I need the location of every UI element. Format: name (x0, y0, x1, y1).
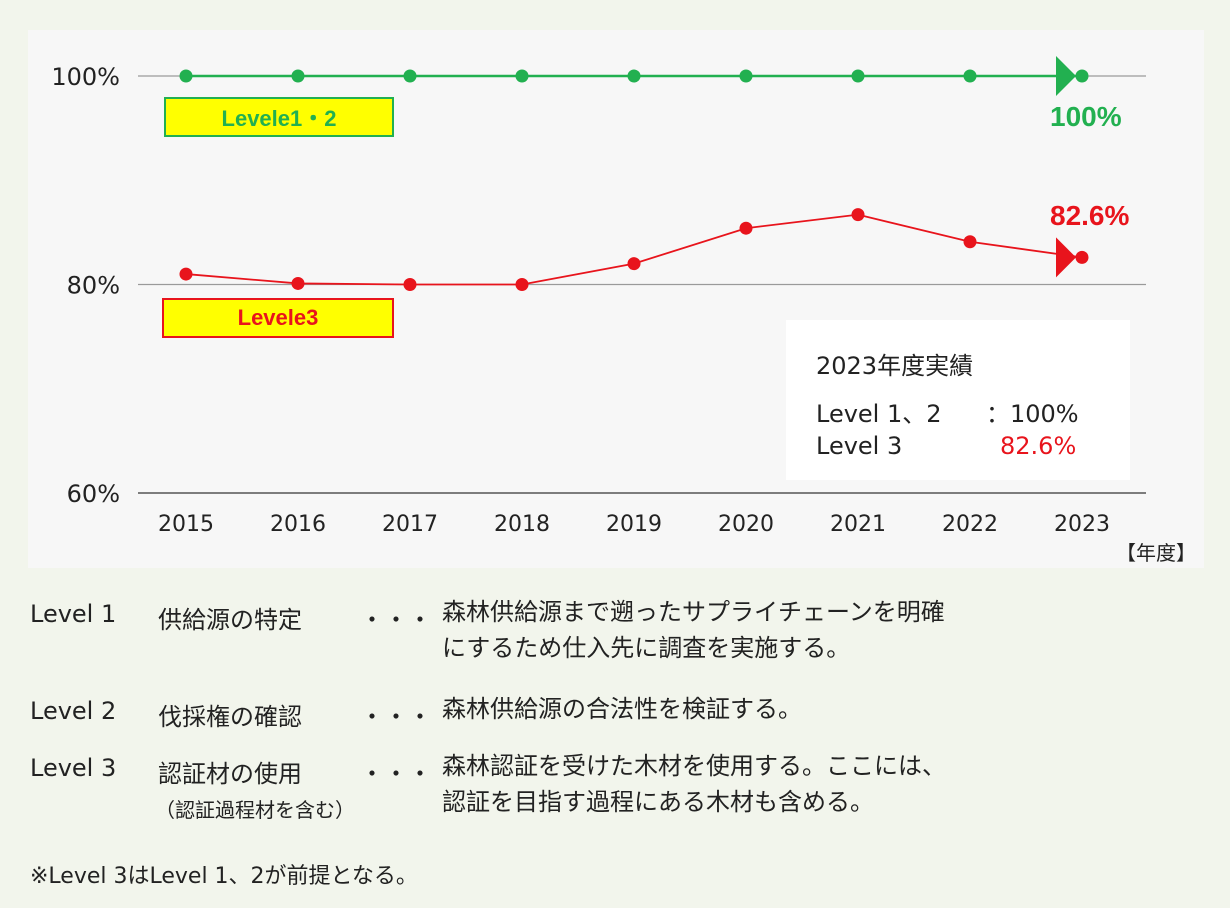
data-point (963, 69, 977, 83)
definition-dots: ・・・ (360, 606, 432, 634)
data-point (291, 276, 305, 290)
result-level3-value: 82.6% (1000, 432, 1077, 460)
data-point (739, 69, 753, 83)
definition-dots: ・・・ (360, 760, 432, 788)
data-point (627, 69, 641, 83)
x-tick-label: 2018 (494, 512, 550, 537)
data-point (627, 257, 641, 271)
data-point (1075, 69, 1089, 83)
x-tick-label: 2015 (158, 512, 214, 537)
data-point (1075, 250, 1089, 264)
y-tick-label: 60% (67, 480, 120, 508)
x-tick-label: 2022 (942, 512, 998, 537)
result-box: 2023年度実績 Level 1、2 ：100% Level 3 82.6% (786, 320, 1130, 480)
definition-name: 伐採権の確認 (158, 703, 302, 731)
data-point (851, 208, 865, 222)
end-value-level12: 100% (1050, 101, 1122, 132)
result-level3-label: Level 3 (816, 432, 903, 460)
x-tick-label: 2019 (606, 512, 662, 537)
y-tick-label: 100% (51, 63, 120, 91)
series-label-level3: Levele3 (162, 298, 394, 338)
definition-level: Level 1 (30, 600, 117, 628)
definition-desc-line1: 森林供給源まで遡ったサプライチェーンを明確 (442, 598, 945, 626)
data-point (179, 69, 193, 83)
line-chart: 100% 80% 60% 2015 2016 2017 2018 2019 2020 2021 20… (51, 56, 1146, 537)
definition-level: Level 2 (30, 697, 117, 725)
result-title: 2023年度実績 (816, 352, 974, 380)
data-point (851, 69, 865, 83)
data-point (403, 69, 417, 83)
definition-desc-line1: 森林供給源の合法性を検証する。 (442, 695, 802, 723)
x-tick-label: 2021 (830, 512, 886, 537)
definition-name: 供給源の特定 (158, 606, 302, 634)
data-point (963, 235, 977, 249)
data-point (515, 278, 529, 291)
result-level12-value: ：100% (986, 400, 1079, 428)
data-point (403, 278, 417, 291)
data-point (739, 221, 753, 235)
data-point (179, 267, 193, 281)
x-tick-label: 2017 (382, 512, 438, 537)
series-line (185, 213, 1083, 286)
x-tick-label: 2016 (270, 512, 326, 537)
series-label-level12: Levele1・2 (164, 97, 394, 137)
x-unit-label: 【年度】 (1116, 541, 1196, 565)
definition-name: 認証材の使用 (158, 760, 302, 788)
definition-desc-line2: にするため仕入先に調査を実施する。 (442, 634, 851, 662)
x-tick-label: 2023 (1054, 512, 1110, 537)
definition-level: Level 3 (30, 754, 117, 782)
definition-subnote: （認証過程材を含む） (155, 798, 355, 822)
series-end-arrow (1056, 237, 1076, 278)
chart-panel: 100% 80% 60% 2015 2016 2017 2018 2019 2020 2021 20… (28, 30, 1204, 568)
end-value-level3: 82.6% (1050, 200, 1130, 231)
x-tick-label: 2020 (718, 512, 774, 537)
data-point (515, 69, 529, 83)
data-point (291, 69, 305, 83)
definition-dots: ・・・ (360, 703, 432, 731)
footnote: ※Level 3はLevel 1、2が前提となる。 (30, 864, 418, 889)
y-tick-label: 80% (67, 272, 120, 300)
series-end-arrow (1056, 56, 1076, 96)
definition-desc-line2: 認証を目指す過程にある木材も含める。 (442, 788, 874, 816)
result-level12-label: Level 1、2 (816, 400, 942, 428)
definition-desc-line1: 森林認証を受けた木材を使用する。ここには、 (442, 752, 946, 780)
